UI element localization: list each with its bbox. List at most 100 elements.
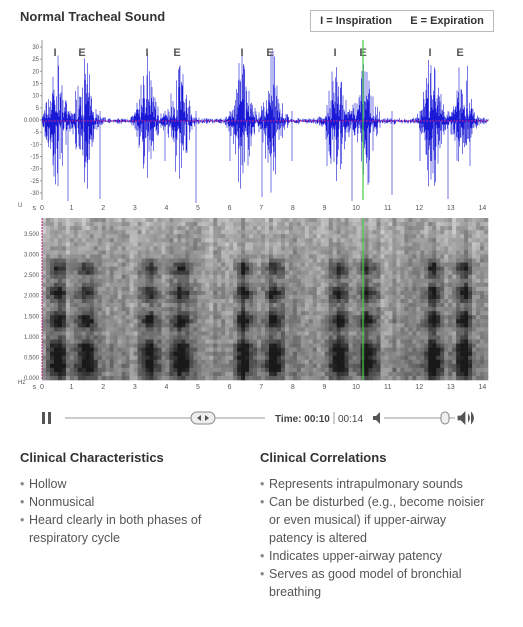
spectrogram-cell <box>97 238 103 243</box>
spectrogram-cell <box>420 307 425 312</box>
spectrogram-cell <box>113 234 118 239</box>
spectrogram-cell <box>420 331 425 336</box>
spectrogram-cell <box>233 286 238 292</box>
spectrogram-cell <box>57 274 63 280</box>
spectrogram-cell <box>324 359 330 365</box>
spectrogram-cell <box>480 307 485 312</box>
spectrogram-cell <box>344 359 349 365</box>
spectrogram-cell <box>117 270 122 275</box>
spectrogram-cell <box>272 335 278 340</box>
spectrogram-cell <box>280 246 286 251</box>
spectrogram-cell <box>257 371 262 377</box>
spectrogram-cell <box>308 327 314 332</box>
spectrogram-cell <box>380 339 385 344</box>
spectrogram-cell <box>221 238 226 243</box>
spectrogram-cell <box>412 246 417 251</box>
spectrogram-cell <box>225 222 230 227</box>
spectrogram-cell <box>181 226 186 231</box>
spectrogram-cell <box>73 319 79 324</box>
spectrogram-cell <box>185 323 190 328</box>
spectrogram-cell <box>480 266 485 271</box>
volume-icon[interactable] <box>373 412 380 424</box>
unit: Hz <box>18 380 25 386</box>
spectrogram-cell <box>404 311 409 316</box>
spectrogram-cell <box>249 282 254 288</box>
spectrogram-cell <box>73 303 79 308</box>
spectrogram-cell <box>253 371 258 377</box>
spectrogram-cell <box>396 359 401 365</box>
volume-thumb[interactable] <box>440 411 450 425</box>
spectrogram-cell <box>412 258 417 263</box>
spectrogram-cell <box>109 311 114 316</box>
spectrogram-cell <box>69 222 75 227</box>
spectrogram-cell <box>380 347 385 352</box>
spectrogram-cell <box>185 282 190 288</box>
spectrogram-cell <box>304 359 310 365</box>
spectrogram-cell <box>320 363 326 369</box>
spectrogram-cell <box>484 335 489 340</box>
spectrogram-cell <box>288 230 294 235</box>
spectrogram-cell <box>356 371 361 377</box>
volume-icon[interactable] <box>457 411 474 425</box>
spectrogram-cell <box>268 319 274 324</box>
spectrogram-cell <box>384 351 389 356</box>
spectrogram-cell <box>368 347 373 352</box>
spectrogram-cell <box>340 270 345 275</box>
spectrogram-cell <box>356 335 361 340</box>
spectrogram-cell <box>73 242 79 247</box>
spectrogram-cell <box>296 331 302 336</box>
spectrogram-cell <box>69 290 75 296</box>
spectrogram-cell <box>45 351 51 356</box>
spectrogram-cell <box>452 331 457 336</box>
spectrogram-cell <box>233 315 238 320</box>
spectrogram-cell <box>249 371 254 377</box>
spectrogram-cell <box>376 218 381 223</box>
spectrogram-cell <box>42 238 47 243</box>
spectrogram-cell <box>412 375 417 381</box>
spectrogram-cell <box>181 319 186 324</box>
spectrogram-cell <box>233 254 238 259</box>
spectrogram-cell <box>229 367 234 373</box>
spectrogram-cell <box>364 307 369 312</box>
spectrogram-cell <box>185 274 190 280</box>
spectrogram-cell <box>193 262 198 267</box>
spectrogram-cell <box>201 307 206 312</box>
spectrogram-cell <box>392 367 397 373</box>
spectrogram-cell <box>213 226 218 231</box>
spectrogram-cell <box>197 290 202 296</box>
spectrogram-cell <box>344 262 349 267</box>
spectrogram-cell <box>253 274 258 280</box>
spectrogram-cell <box>77 258 83 263</box>
spectrogram-cell <box>121 363 126 369</box>
spectrogram-cell <box>65 274 71 280</box>
spectrogram-cell <box>85 359 91 365</box>
spectrogram-cell <box>268 246 274 251</box>
spectrogram-cell <box>288 262 294 267</box>
spectrogram-cell <box>145 290 150 296</box>
spectrogram-cell <box>121 343 126 348</box>
spectrogram-cell <box>356 270 361 275</box>
spectrogram-cell <box>253 331 258 336</box>
spectrogram-cell <box>356 307 361 312</box>
spectrogram-cell <box>101 355 107 361</box>
spectrogram-cell <box>77 303 83 308</box>
spectrogram-cell <box>452 307 457 312</box>
spectrogram-cell <box>316 278 322 284</box>
spectrogram-cell <box>225 311 230 316</box>
spectrogram-cell <box>85 254 91 259</box>
spectrogram-cell <box>372 250 377 255</box>
spectrogram-cell <box>324 315 330 320</box>
spectrogram-cell <box>324 282 330 288</box>
pause-button[interactable] <box>48 412 51 424</box>
spectrogram-cell <box>464 323 469 328</box>
seek-thumb[interactable] <box>190 411 216 425</box>
spectrogram-cell <box>344 270 349 275</box>
spectrogram-cell <box>249 311 254 316</box>
spectrogram-cell <box>348 359 353 365</box>
spectrogram-cell <box>213 258 218 263</box>
pause-button[interactable] <box>42 412 45 424</box>
spectrogram-cell <box>245 262 250 267</box>
spectrogram-cell <box>69 250 75 255</box>
spectrogram-cell <box>181 278 186 284</box>
spectrogram-cell <box>452 262 457 267</box>
